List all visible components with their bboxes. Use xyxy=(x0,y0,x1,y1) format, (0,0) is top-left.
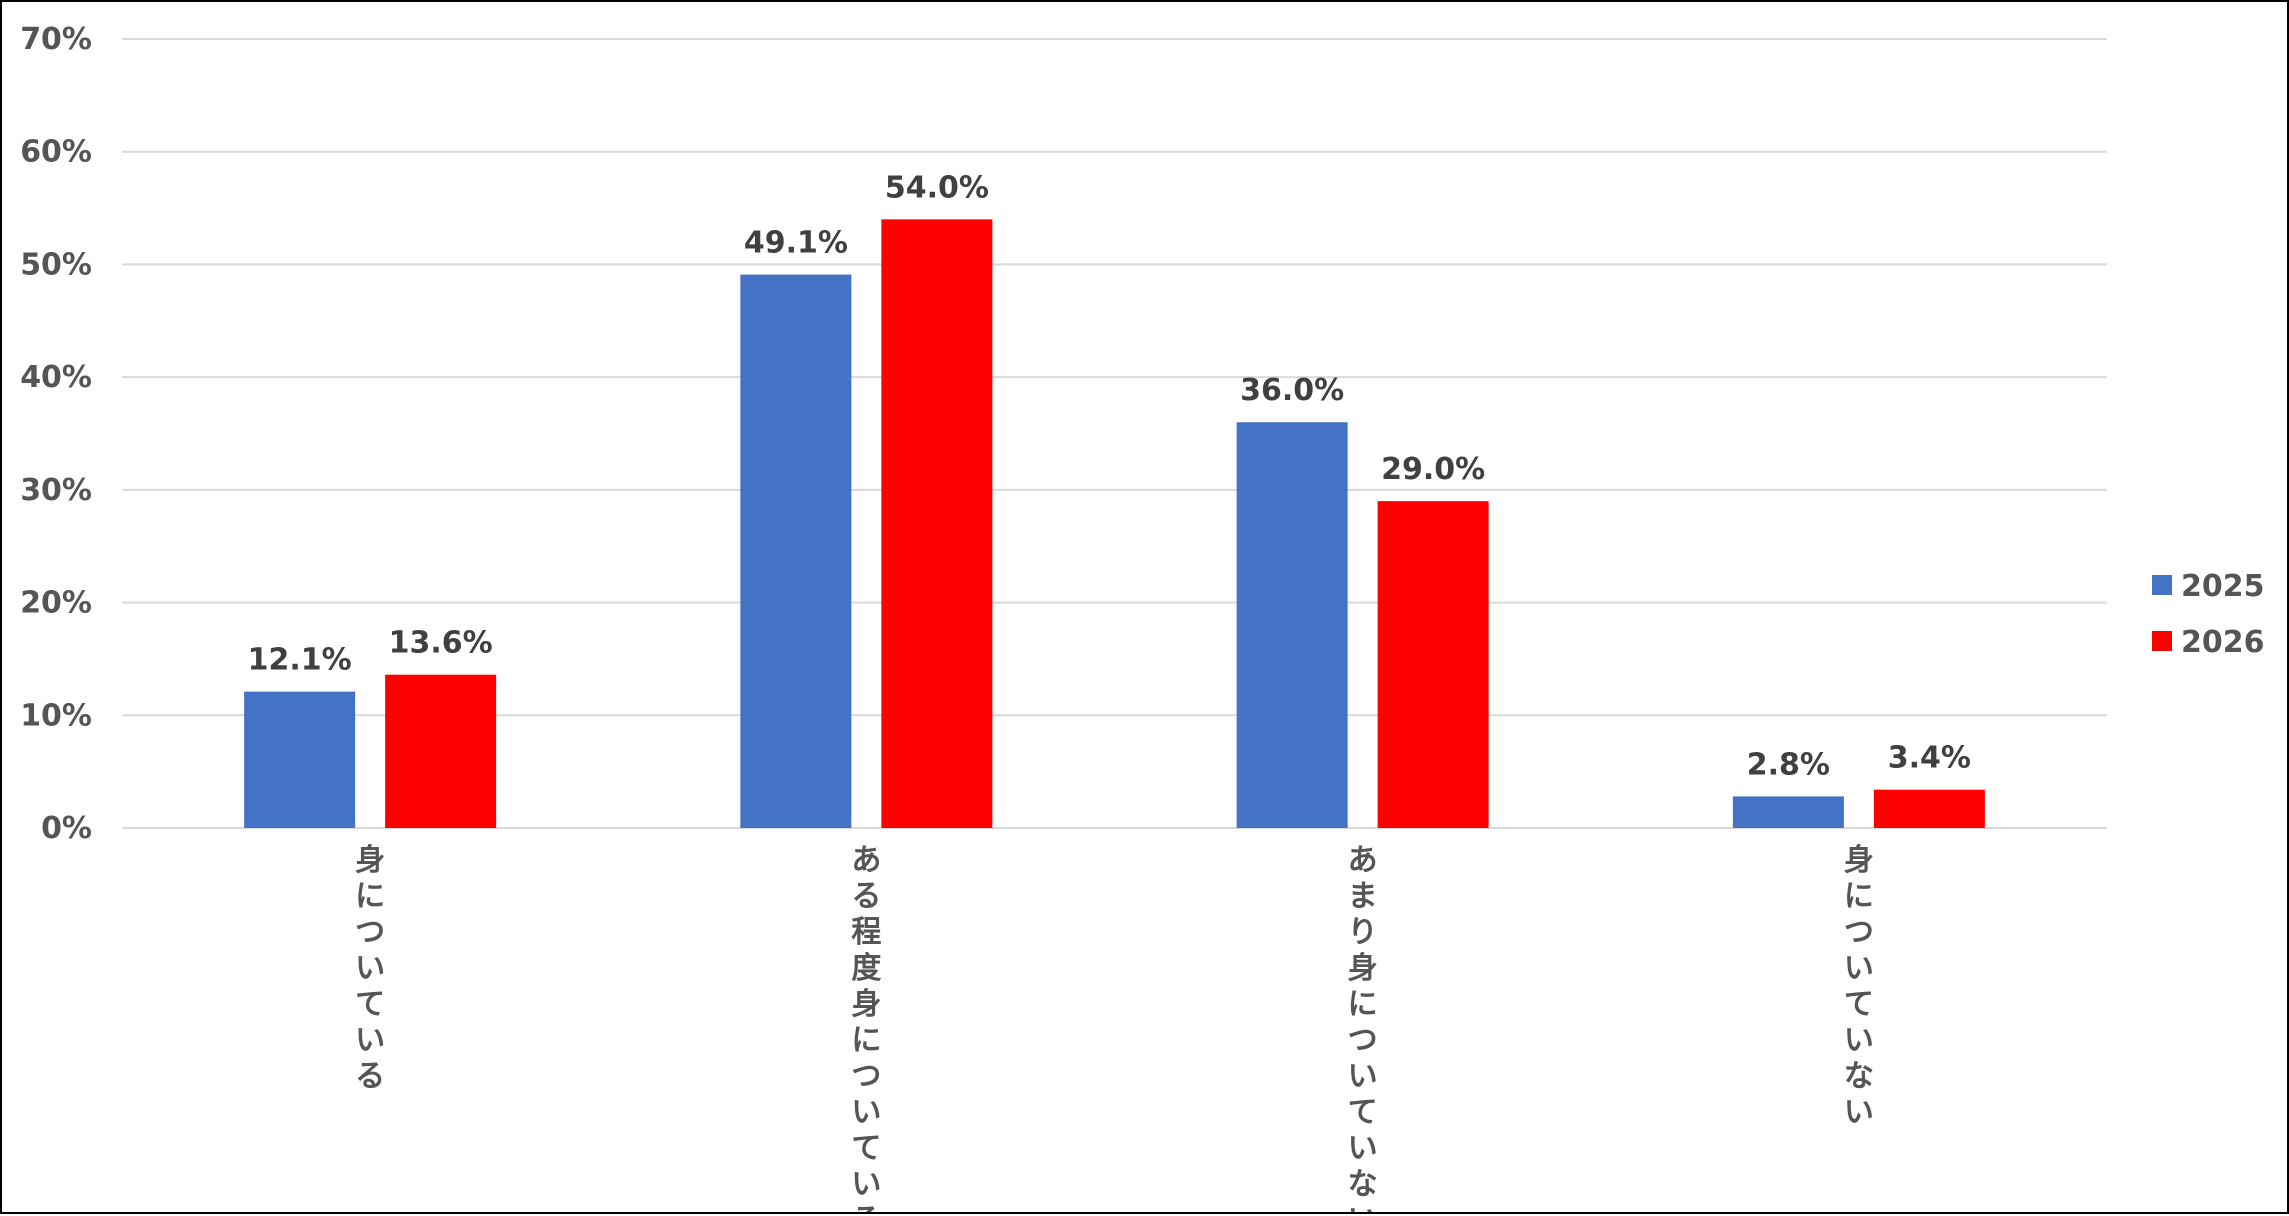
bar-2026 xyxy=(385,674,497,828)
y-tick-label: 10% xyxy=(20,698,92,733)
data-label: 13.6% xyxy=(389,626,493,661)
category-label: 身についている xyxy=(355,843,385,1094)
bar-2025 xyxy=(1732,796,1844,828)
y-tick-label: 30% xyxy=(20,473,92,508)
data-label: 12.1% xyxy=(248,643,352,678)
category-label: あまり身についていない xyxy=(1348,843,1378,1212)
legend-label: 2026 xyxy=(2181,625,2265,660)
bar-2026 xyxy=(881,219,993,829)
category-label: ある程度身についている xyxy=(851,843,881,1212)
data-label: 3.4% xyxy=(1888,741,1971,776)
legend: 2025 2026 xyxy=(2152,569,2265,660)
y-tick-label: 50% xyxy=(20,247,92,282)
bar-2025 xyxy=(244,691,356,828)
y-tick-label: 20% xyxy=(20,586,92,621)
bars xyxy=(244,219,1985,829)
legend-swatch-2026 xyxy=(2152,631,2172,651)
bar-2025 xyxy=(740,274,852,828)
data-label: 36.0% xyxy=(1240,373,1344,408)
y-tick-label: 60% xyxy=(20,135,92,170)
data-label: 2.8% xyxy=(1747,747,1830,782)
data-label: 49.1% xyxy=(744,226,848,261)
data-label: 29.0% xyxy=(1381,452,1485,487)
legend-label: 2025 xyxy=(2181,569,2265,604)
bar-2025 xyxy=(1236,422,1348,828)
legend-swatch-2025 xyxy=(2152,575,2172,595)
bar-2026 xyxy=(1377,501,1489,828)
y-axis-ticks: 0% 10% 20% 30% 40% 50% 60% 70% xyxy=(20,22,92,846)
y-tick-label: 70% xyxy=(20,22,92,57)
bar-2026 xyxy=(1873,789,1985,828)
x-axis-categories: 身についている ある程度身についている あまり身についていない 身についていない xyxy=(355,843,1874,1216)
data-labels: 12.1% 13.6% 49.1% 54.0% 36.0% 29.0% 2.8% 3.4% xyxy=(248,170,1971,782)
category-label: 身についていない xyxy=(1844,843,1874,1130)
data-label: 54.0% xyxy=(885,170,989,205)
y-tick-label: 0% xyxy=(41,811,92,846)
y-tick-label: 40% xyxy=(20,360,92,395)
